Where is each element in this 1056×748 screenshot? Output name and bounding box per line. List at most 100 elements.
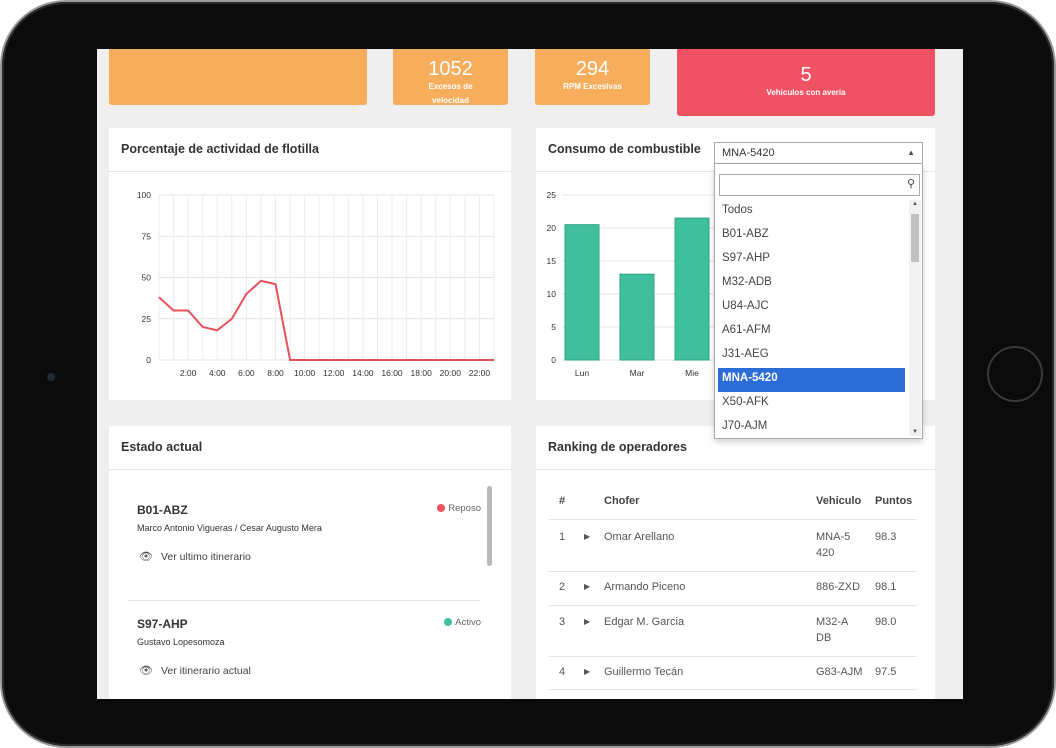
driver-name: Omar Arellano [604,531,675,543]
points: 97.5 [875,666,897,678]
dropdown-option[interactable]: Todos [722,204,753,216]
status-badge: Activo [444,617,481,628]
y-tick-label: 25 [142,314,152,324]
vehicle-select[interactable]: MNA-5420 ▲ [714,142,923,164]
status-label: Activo [455,617,481,628]
y-tick-label: 25 [547,190,557,200]
dropdown-search-input[interactable]: ⚲ [719,174,920,196]
x-tick-label: Mar [630,368,645,378]
expand-arrow-icon[interactable]: ▶ [584,582,591,591]
x-tick-label: 16:00 [381,368,403,378]
status-dot-icon [444,618,453,626]
rank-num: 1 [559,531,566,543]
dashboard-screen: 1052 Excesos de velocidad 294 RPM Excesi… [97,49,963,699]
search-icon: ⚲ [906,178,915,190]
divider [549,571,917,572]
home-button[interactable] [987,346,1043,402]
col-header-num: # [559,495,566,507]
vehicle-select-value: MNA-5420 [722,147,775,159]
rank-num: 4 [559,666,566,678]
stat-tile-failures[interactable]: 5 Vehiculos con averia [677,49,935,116]
points: 98.1 [875,581,897,593]
x-tick-label: 22:00 [469,368,491,378]
divider [549,656,917,657]
dropdown-scrollbar[interactable]: ▲ ▼ [909,200,921,436]
view-itinerary-label: Ver ultimo itinerario [161,551,251,563]
dropdown-options: Todos B01-ABZ S97-AHP M32-ADB U84-AJC A61-AFM… [715,200,906,438]
rank-num: 3 [559,616,566,628]
view-itinerary-link[interactable]: 👁 Ver ultimo itinerario [137,551,481,563]
drivers-names: Marco Antonio Vigueras / Cesar Augusto M… [137,523,322,533]
y-tick-label: 0 [146,355,151,365]
vehicle-id: MNA-5420 [816,531,851,559]
vehicle-id: G83-AJM [816,666,863,678]
status-dot-icon [437,504,446,512]
col-header-driver: Chofer [604,495,640,507]
bar [619,273,655,361]
expand-arrow-icon[interactable]: ▶ [584,667,591,676]
x-tick-label: 6:00 [238,368,255,378]
status-label: Reposo [448,503,481,514]
dropdown-option[interactable]: J70-AJM [722,420,768,432]
state-item[interactable]: B01-ABZ Marco Antonio Vigueras / Cesar A… [137,503,481,563]
state-panel: Estado actual [109,426,511,699]
status-badge: Reposo [437,503,481,514]
eye-icon: 👁 [139,665,153,677]
dropdown-option[interactable]: B01-ABZ [722,228,769,240]
x-tick-label: 8:00 [267,368,284,378]
dropdown-option[interactable]: S97-AHP [722,252,770,264]
rank-num: 2 [559,581,566,593]
dropdown-option[interactable]: M32-ADB [722,276,772,288]
y-tick-label: 100 [137,190,151,200]
dropdown-option[interactable]: A61-AFM [722,324,771,336]
eye-icon: 👁 [139,551,153,563]
ranking-panel: Ranking de operadores [536,426,935,699]
x-tick-label: 20:00 [440,368,462,378]
scrollbar-thumb[interactable] [911,214,919,262]
vehicle-id: 886-ZXD [816,581,861,593]
dropdown-option[interactable]: X50-AFK [722,396,769,408]
y-tick-label: 15 [547,256,557,266]
activity-panel-title: Porcentaje de actividad de flotilla [109,128,511,172]
stat-tile-speeding[interactable]: 1052 Excesos de velocidad [393,49,508,105]
divider [549,519,917,520]
failures-count: 5 [800,64,812,86]
dropdown-option[interactable]: U84-AJC [722,300,769,312]
speeding-count: 1052 [428,58,473,80]
dropdown-option[interactable]: J31-AEG [722,348,769,360]
stat-tile-rpm[interactable]: 294 RPM Excesivas [535,49,650,105]
state-item[interactable]: S97-AHP Gustavo Lopesomoza 👁 Ver itinera… [137,617,481,677]
drivers-names: Gustavo Lopesomoza [137,637,225,647]
y-tick-label: 75 [142,231,152,241]
y-tick-label: 20 [547,223,557,233]
speeding-label: Excesos de velocidad [428,82,473,105]
vehicle-plate: B01-ABZ [137,503,188,517]
expand-arrow-icon[interactable]: ▶ [584,617,591,626]
view-itinerary-link[interactable]: 👁 Ver itinerario actual [137,665,481,677]
col-header-vehicle: Vehiculo [816,495,862,507]
state-scrollbar[interactable] [487,486,492,566]
vehicle-id: M32-ADB [816,616,849,644]
state-panel-title: Estado actual [109,426,511,470]
fuel-bar-chart: 0 5 10 15 20 25 Lun Mar Mie [547,190,736,378]
driver-name: Edgar M. Garcia [604,616,685,628]
dropdown-option[interactable]: MNA-5420 [718,368,905,392]
bar [564,224,600,361]
scroll-up-icon[interactable]: ▲ [912,201,918,207]
y-tick-label: 0 [551,355,556,365]
points: 98.0 [875,616,897,628]
x-tick-label: 10:00 [294,368,316,378]
divider [127,600,481,601]
y-tick-label: 50 [142,273,152,283]
expand-arrow-icon[interactable]: ▶ [584,532,591,541]
stat-tile-blank[interactable] [109,49,367,105]
failures-label: Vehiculos con averia [766,88,846,97]
view-itinerary-label: Ver itinerario actual [161,665,251,677]
scroll-down-icon[interactable]: ▼ [912,429,918,435]
x-tick-label: 18:00 [411,368,433,378]
rpm-count: 294 [575,58,610,80]
y-tick-label: 5 [551,322,556,332]
vehicle-dropdown: ⚲ Todos B01-ABZ S97-AHP M32-ADB U84-AJC A61-A… [714,164,923,439]
x-tick-label: 4:00 [209,368,226,378]
